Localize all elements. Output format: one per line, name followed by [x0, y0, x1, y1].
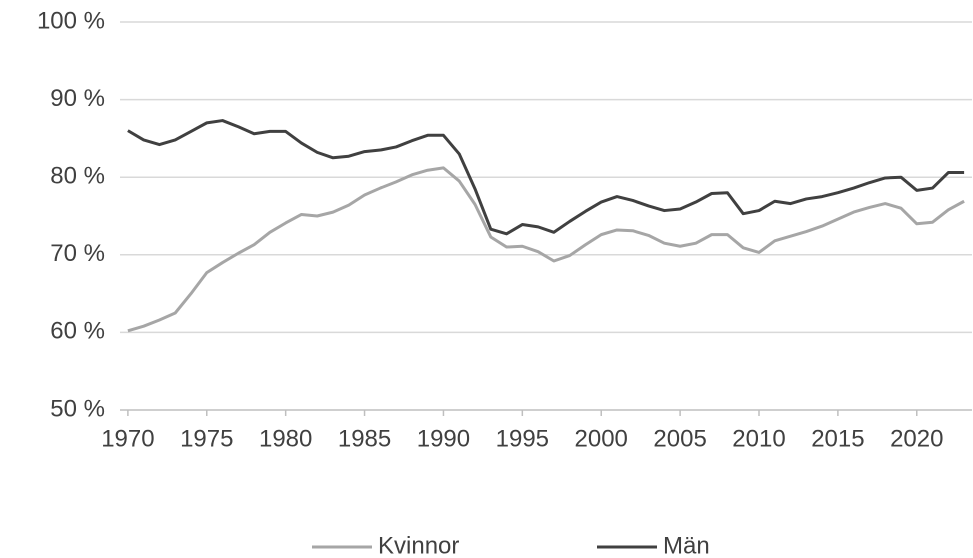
x-tick-label: 1995 — [496, 425, 549, 452]
y-tick-label: 70 % — [50, 240, 105, 267]
y-tick-label: 80 % — [50, 163, 105, 190]
x-tick-label: 2005 — [653, 425, 706, 452]
legend-label: Kvinnor — [378, 532, 459, 558]
y-tick-label: 50 % — [50, 395, 105, 422]
x-tick-label: 2000 — [575, 425, 628, 452]
x-tick-label: 1980 — [259, 425, 312, 452]
x-tick-label: 1990 — [417, 425, 470, 452]
x-tick-label: 2020 — [890, 425, 943, 452]
x-tick-label: 1985 — [338, 425, 391, 452]
y-tick-label: 90 % — [50, 85, 105, 112]
series-line — [127, 166, 965, 333]
y-tick-label: 100 % — [37, 7, 105, 34]
x-tick-label: 1975 — [180, 425, 233, 452]
series-line — [127, 119, 965, 236]
x-tick-label: 2010 — [732, 425, 785, 452]
y-tick-label: 60 % — [50, 318, 105, 345]
legend-label: Män — [663, 532, 710, 558]
x-tick-label: 2015 — [811, 425, 864, 452]
x-tick-label: 1970 — [101, 425, 154, 452]
